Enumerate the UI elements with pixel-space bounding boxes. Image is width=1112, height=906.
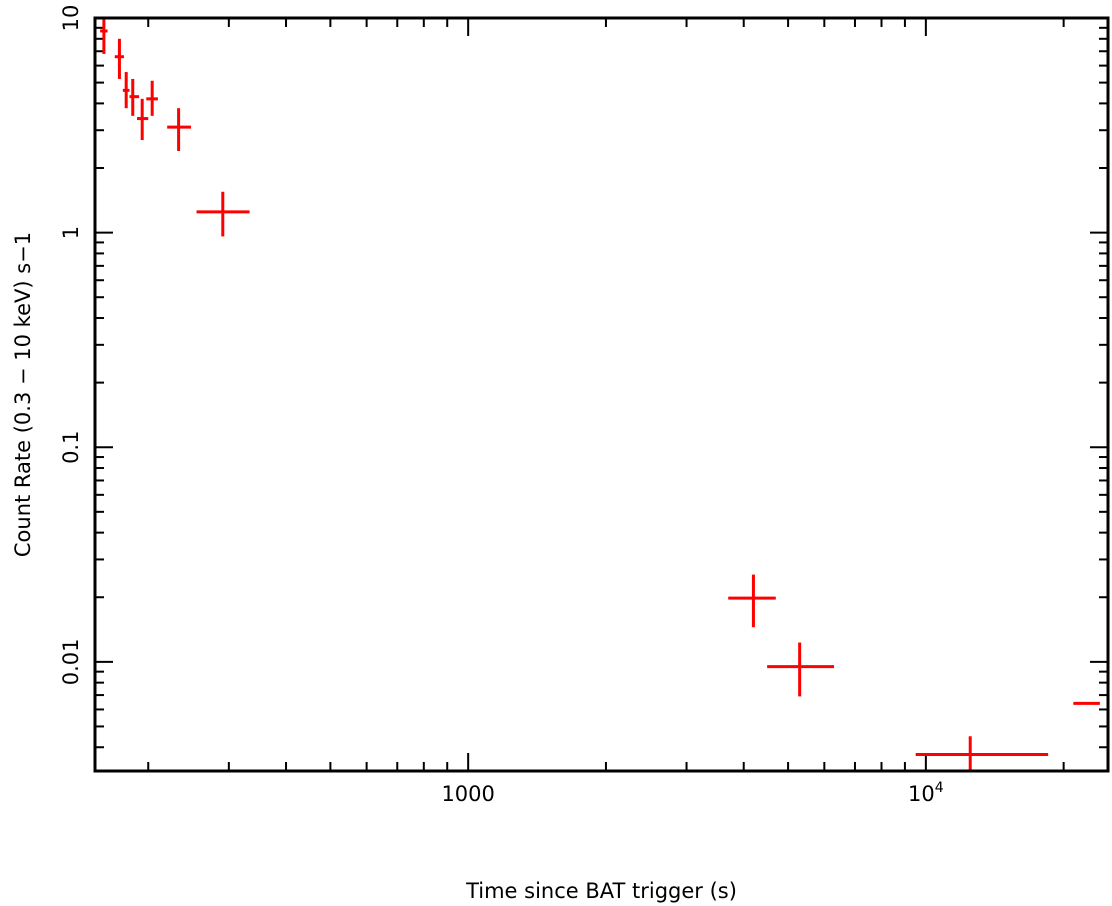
data-point (100, 18, 108, 54)
axis-tick-labels: 1000 104 10 1 0.1 0.01 (59, 5, 944, 806)
x-tick-label: 104 (908, 780, 944, 806)
y-tick-label: 10 (59, 5, 83, 32)
data-point (167, 108, 192, 152)
x-axis-label: Time since BAT trigger (s) (465, 879, 737, 903)
data-point (137, 98, 149, 141)
data-point (114, 38, 124, 79)
data-point (728, 574, 776, 628)
data-point (146, 80, 158, 116)
data-point (767, 642, 835, 697)
plot-frame (93, 16, 1110, 773)
data-point (129, 78, 140, 116)
data-point (915, 736, 1049, 771)
y-tick-label: 0.01 (59, 638, 83, 685)
data-point (196, 191, 250, 237)
y-tick-label: 1 (59, 226, 83, 239)
y-axis-label: Count Rate (0.3 − 10 keV) s−1 (11, 232, 35, 557)
data-points (100, 18, 1100, 771)
y-tick-label: 0.1 (59, 431, 83, 464)
x-tick-label: 1000 (441, 782, 494, 806)
data-point (122, 72, 130, 109)
